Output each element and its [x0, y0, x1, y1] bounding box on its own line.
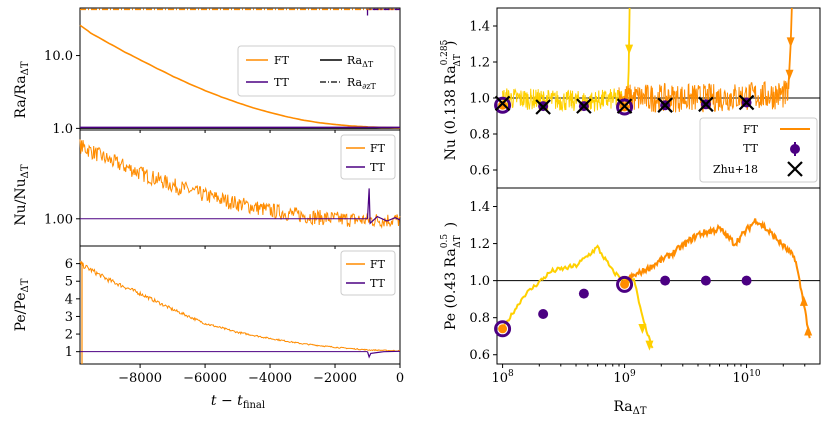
- ylabel-nu-scaling: Nu (0.138 Ra0.285 ΔT): [440, 39, 463, 160]
- nu-scaling-ytick-label: 1.4: [469, 20, 490, 35]
- nu-zhu-point: [494, 95, 511, 112]
- pe-timeseries-xtick-label: −4000: [248, 371, 292, 386]
- series-tt-pe-end: [366, 350, 401, 359]
- nu-scaling-ytick-label: 1.0: [469, 92, 490, 107]
- series-ft-pe-seg1: [501, 244, 654, 349]
- legend-nu-scaling-ft-label: FT: [743, 123, 759, 136]
- legend-pe-tt-label: TT: [370, 277, 386, 290]
- pe-scaling-xtick-label: 109: [613, 369, 636, 386]
- legend-ra-tt-label: TT: [274, 76, 290, 89]
- pe-tt-point-dot: [498, 324, 508, 334]
- legend-pe-ft-label: FT: [370, 258, 386, 271]
- pe-timeseries-ytick-label: 4: [65, 292, 73, 307]
- nu-scaling-ytick-label: 1.2: [469, 56, 490, 71]
- pe-tt-point-dot: [620, 279, 630, 289]
- pe-timeseries-frame: [79, 245, 401, 365]
- xlabel-time: t − tfinal: [211, 393, 265, 411]
- nu-zhu-point: [576, 98, 592, 114]
- nu-arrow-2: [786, 37, 795, 48]
- series-ft-nu-seg2: [618, 80, 789, 113]
- legend-pe: [340, 250, 396, 296]
- series-ft-nu-seg1: [502, 88, 626, 113]
- nu-scaling-ytick-label: 0.6: [469, 164, 490, 179]
- charts-layer: 1.010.0 FTTTRaΔTRa∂zT1.00FTTT123456−8000−…: [44, 7, 821, 386]
- pe-tt-point-ring: [494, 320, 512, 338]
- nu-zhu-point: [738, 94, 755, 111]
- ylabel-ra: Ra/RaΔT: [13, 61, 31, 118]
- pe-scaling-xtick-label: 1010: [733, 369, 761, 386]
- nu-zhu-point: [535, 99, 551, 115]
- nu-timeseries-ytick-label: 1.00: [44, 212, 73, 227]
- ylabel-pe: Pe/PeΔT: [13, 278, 31, 331]
- nu-zhu-point: [698, 96, 714, 113]
- pe-scaling-xtick-label: 108: [491, 369, 514, 386]
- pe-timeseries-ytick-label: 2: [65, 328, 73, 343]
- pe-arrow-2: [645, 340, 654, 351]
- pe-scaling-ytick-label: 1.0: [469, 274, 490, 289]
- pe-arrow-3: [799, 295, 808, 306]
- pe-scaling-ytick-label: 0.8: [469, 311, 490, 326]
- series-ft-pe: [79, 260, 400, 352]
- legend-nu-ft-label: FT: [370, 142, 386, 155]
- pe-timeseries-ytick-label: 1: [65, 345, 73, 360]
- series-tt-ra-dz: [366, 8, 400, 16]
- nu-tt-point-ring: [494, 96, 512, 114]
- series-tt-nu-spike: [366, 188, 401, 225]
- pe-scaling-ytick-label: 0.6: [469, 348, 490, 363]
- pe-scaling-ytick-label: 1.4: [469, 200, 490, 215]
- ra-timeseries-ytick-label: 1.0: [52, 122, 73, 137]
- nu-tt-point-dot: [498, 100, 508, 110]
- series-ft-pe-seg2: [624, 218, 811, 339]
- legend-nu: [340, 134, 396, 180]
- series-ft-ra: [79, 24, 401, 129]
- series-ft-nu: [79, 139, 401, 229]
- pe-tt-point-ring: [616, 275, 634, 293]
- nu-arrow-1: [625, 44, 634, 55]
- pe-tt-point: [538, 308, 549, 319]
- pe-scaling-frame: [496, 187, 821, 365]
- legend-ra-ft-label: FT: [274, 54, 290, 67]
- pe-timeseries-ytick-label: 5: [65, 275, 73, 290]
- legend-ra: [237, 45, 396, 97]
- pe-tt-point: [741, 275, 752, 286]
- pe-tt-point: [660, 275, 671, 286]
- legend-nu-scaling-zhu-label: Zhu+18: [713, 163, 758, 176]
- pe-tt-point: [700, 275, 711, 286]
- nu-zhu-point: [616, 98, 633, 114]
- axis-labels: Ra/RaΔT Nu/NuΔT Pe/PeΔT t − tfinal Nu (0…: [13, 39, 647, 417]
- pe-timeseries-ytick-label: 6: [65, 257, 73, 272]
- legend-nu-scaling-tt-label: TT: [743, 142, 759, 155]
- ylabel-pe-scaling: Pe (0.43 Ra0.5 ΔT): [440, 222, 463, 330]
- pe-arrow-1: [638, 323, 647, 334]
- pe-scaling-ytick-label: 1.2: [469, 237, 490, 252]
- legend-nu-tt-label: TT: [370, 161, 386, 174]
- legend-nu-scaling: [699, 117, 818, 183]
- pe-timeseries-xtick-label: −6000: [183, 371, 227, 386]
- pe-timeseries-xtick-label: 0: [396, 371, 404, 386]
- nu-zhu-point: [657, 97, 673, 113]
- pe-tt-point: [578, 288, 589, 299]
- ylabel-nu: Nu/NuΔT: [13, 164, 31, 225]
- pe-timeseries-xtick-label: −2000: [313, 371, 357, 386]
- nu-arrow-3: [785, 69, 794, 80]
- nu-scaling-ytick-label: 0.8: [469, 128, 490, 143]
- ra-timeseries-ytick-label: 10.0: [44, 49, 73, 64]
- legend-nu-scaling-zhu-swatch: [787, 161, 803, 177]
- nu-tt-point-ring: [616, 98, 634, 116]
- xlabel-ra: RaΔT: [613, 399, 646, 417]
- pe-timeseries-xtick-label: −8000: [118, 371, 162, 386]
- pe-timeseries-ytick-label: 3: [65, 310, 73, 325]
- pe-arrow-4: [804, 325, 813, 336]
